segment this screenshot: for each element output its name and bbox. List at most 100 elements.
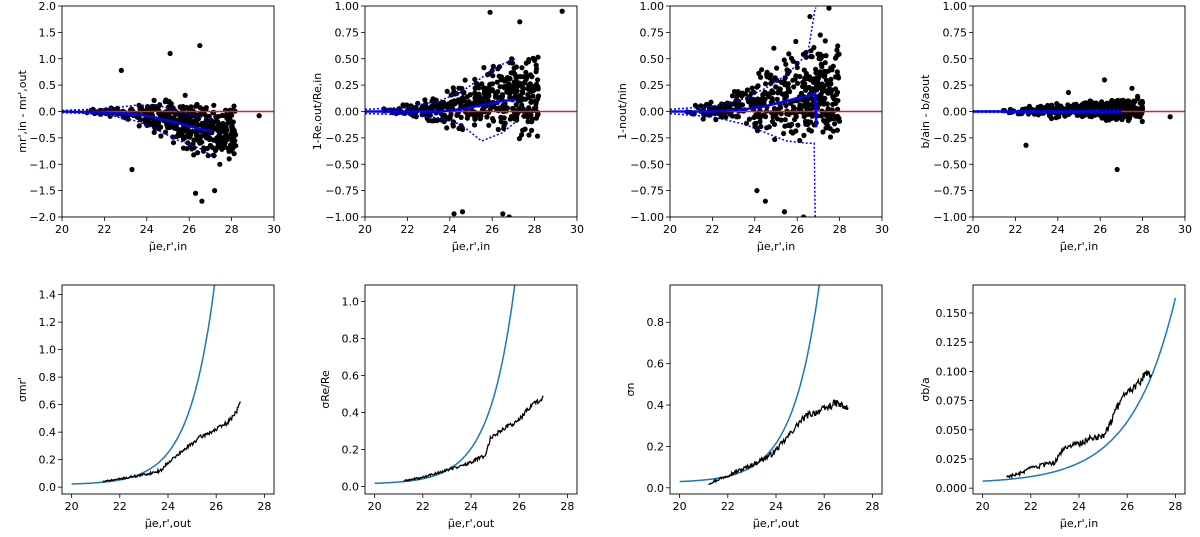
- data-point: [791, 84, 797, 90]
- y-tick-label: 0.2: [39, 454, 57, 467]
- data-point: [415, 100, 421, 106]
- data-point: [793, 38, 799, 45]
- data-point: [733, 102, 740, 108]
- outlier-point: [506, 214, 512, 217]
- y-tick-label: 1.00: [335, 0, 360, 13]
- data-point: [426, 117, 432, 123]
- y-tick-label: 0.100: [936, 365, 968, 378]
- data-point: [222, 133, 228, 139]
- x-tick-label: 28: [560, 500, 574, 513]
- y-tick-label: −0.5: [29, 132, 56, 145]
- data-point: [814, 76, 821, 82]
- x-tick-label: 20: [663, 223, 677, 236]
- data-point: [229, 124, 235, 130]
- data-point: [448, 111, 454, 118]
- data-point: [761, 112, 767, 118]
- y-tick-label: 0.75: [943, 26, 968, 39]
- y-tick-label: −1.0: [29, 158, 56, 171]
- data-point: [504, 75, 510, 81]
- data-point: [815, 51, 821, 57]
- data-point: [827, 134, 834, 140]
- outlier-point: [192, 190, 199, 196]
- data-point: [773, 84, 779, 90]
- median-trend-line: [365, 98, 516, 113]
- outlier-point: [167, 50, 173, 57]
- data-point: [486, 91, 492, 97]
- data-point: [836, 118, 843, 124]
- lower-band-line: [670, 112, 816, 217]
- data-point: [215, 143, 221, 150]
- data-point: [745, 99, 752, 105]
- outlier-point: [800, 214, 807, 217]
- data-point: [158, 133, 164, 139]
- data-point: [814, 87, 820, 93]
- data-point: [1066, 103, 1072, 109]
- measured-line: [403, 395, 544, 483]
- data-point: [230, 133, 237, 139]
- data-point: [206, 125, 213, 131]
- data-point: [501, 104, 507, 110]
- data-point: [450, 123, 456, 129]
- data-point: [1127, 101, 1133, 107]
- data-point: [1056, 105, 1062, 111]
- data-point: [808, 87, 815, 94]
- data-point: [757, 119, 763, 125]
- data-point: [490, 104, 496, 110]
- plot-area: [670, 6, 882, 217]
- y-tick-label: 0.050: [936, 424, 968, 437]
- data-point: [519, 132, 525, 138]
- x-tick-label: 22: [721, 500, 735, 513]
- x-tick-label: 20: [368, 500, 382, 513]
- data-point: [532, 57, 538, 64]
- y-tick-label: −0.50: [933, 158, 967, 171]
- data-point: [760, 92, 766, 98]
- data-point: [193, 132, 199, 138]
- data-point: [482, 88, 488, 94]
- data-point: [818, 94, 824, 100]
- data-point: [529, 127, 535, 133]
- data-point: [834, 127, 841, 133]
- x-axis-label: μ̃e,r',out: [753, 517, 800, 530]
- x-axis-label: μ̃e,r',in: [757, 240, 795, 253]
- outlier-point: [771, 45, 777, 51]
- data-point: [753, 112, 759, 118]
- data-point: [1112, 102, 1118, 109]
- y-tick-label: 1.0: [342, 296, 360, 309]
- data-point: [788, 55, 795, 61]
- data-point: [1073, 101, 1079, 107]
- data-point: [828, 76, 834, 82]
- data-point: [230, 145, 236, 151]
- data-point: [802, 83, 808, 89]
- data-point: [759, 67, 765, 73]
- data-point: [1035, 111, 1041, 117]
- data-point: [790, 77, 796, 83]
- data-point: [495, 126, 501, 133]
- data-point: [533, 62, 539, 68]
- data-point: [162, 129, 169, 135]
- data-point: [818, 55, 824, 61]
- data-point: [756, 97, 763, 104]
- outlier-point: [199, 198, 205, 204]
- data-point: [191, 152, 197, 158]
- data-point: [179, 113, 185, 119]
- data-point: [811, 79, 818, 86]
- data-point: [1138, 106, 1144, 112]
- y-tick-label: −0.75: [325, 185, 359, 198]
- data-point: [193, 118, 199, 124]
- outlier-point: [1167, 114, 1173, 120]
- data-point: [758, 74, 764, 80]
- data-point: [203, 117, 209, 123]
- data-point: [188, 104, 194, 110]
- y-tick-label: 0.150: [936, 307, 968, 320]
- data-point: [509, 60, 516, 66]
- y-axis-label: 1-nout/nin: [616, 83, 629, 140]
- y-tick-label: 0.25: [335, 79, 360, 92]
- data-point: [190, 141, 196, 147]
- y-tick-label: 0.2: [342, 444, 360, 457]
- data-point: [830, 94, 836, 100]
- data-point: [501, 85, 507, 91]
- data-point: [226, 119, 232, 125]
- data-point: [464, 112, 471, 118]
- data-point: [526, 57, 532, 63]
- data-point: [1133, 105, 1139, 111]
